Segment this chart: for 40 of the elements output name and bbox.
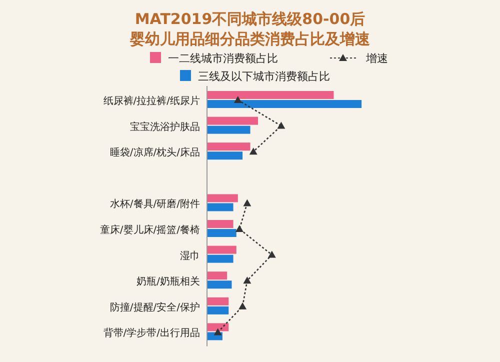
y-tick-label: 奶瓶/奶瓶相关 xyxy=(136,276,200,288)
bar xyxy=(207,323,229,332)
bar xyxy=(207,194,238,202)
point xyxy=(249,148,258,155)
bar xyxy=(207,203,234,212)
bar xyxy=(207,246,236,254)
y-tick-label: 睡袋/凉席/枕头/床品 xyxy=(110,146,200,159)
y-tick-label: 纸尿裤/拉拉裤/纸尿片 xyxy=(103,95,200,107)
bar xyxy=(207,254,234,263)
point xyxy=(243,199,252,206)
bar xyxy=(207,229,236,237)
legend-label: 一二线城市消费额占比 xyxy=(168,52,278,65)
bar xyxy=(207,91,334,99)
bar xyxy=(207,100,362,108)
bar xyxy=(207,152,243,160)
bar xyxy=(207,306,229,314)
point xyxy=(277,122,286,129)
bar xyxy=(207,116,258,125)
chart-subtitle: 婴幼儿用品细分品类消费占比及增速 xyxy=(129,30,371,48)
y-tick-label: 湿巾 xyxy=(180,250,200,262)
point xyxy=(234,96,242,103)
bar xyxy=(207,126,250,134)
legend-label: 增速 xyxy=(365,52,388,65)
chart-title: MAT2019不同城市线级80-00后 xyxy=(134,10,366,28)
y-tick-label: 童床/婴儿床/摇篮/餐椅 xyxy=(100,224,200,236)
point xyxy=(243,276,252,284)
point xyxy=(268,250,276,258)
y-tick-label: 背带/学步带/出行用品 xyxy=(103,327,200,340)
y-tick-label: 防撞/提醒/安全/保护 xyxy=(110,301,200,314)
bar xyxy=(207,280,232,289)
bar xyxy=(207,220,234,228)
point xyxy=(238,302,247,310)
legend-label: 三线及以下城市消费额占比 xyxy=(198,70,330,83)
y-tick-label: 水杯/餐具/研磨/附件 xyxy=(110,198,200,210)
y-tick-label: 宝宝洗浴护肤品 xyxy=(130,120,200,133)
bar xyxy=(207,272,228,280)
bar xyxy=(207,297,229,306)
bar xyxy=(207,142,250,151)
point xyxy=(214,328,222,336)
point xyxy=(235,225,244,232)
